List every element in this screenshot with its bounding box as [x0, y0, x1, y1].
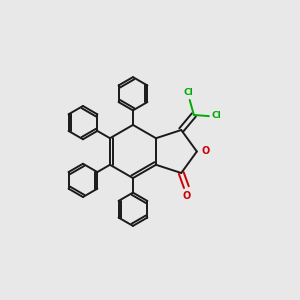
Text: Cl: Cl [184, 88, 194, 97]
Text: O: O [201, 146, 209, 156]
Text: Cl: Cl [211, 111, 221, 120]
Text: O: O [183, 191, 191, 201]
